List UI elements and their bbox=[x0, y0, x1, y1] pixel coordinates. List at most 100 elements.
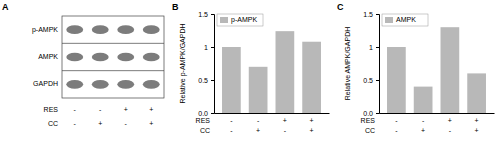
bar bbox=[467, 73, 486, 113]
blot-divider bbox=[62, 43, 164, 44]
y-axis-line bbox=[211, 15, 215, 114]
category-label: - bbox=[257, 117, 260, 124]
blot-band bbox=[66, 25, 83, 34]
legend-frame bbox=[382, 14, 428, 26]
y-tick: 0.5 bbox=[363, 77, 379, 84]
y-axis-line bbox=[376, 15, 380, 114]
bar bbox=[414, 87, 433, 113]
row-label: CC bbox=[200, 127, 210, 134]
y-tick-label: 0.5 bbox=[363, 77, 373, 84]
category-label: + bbox=[475, 127, 479, 134]
y-tick-label: 0.5 bbox=[198, 77, 208, 84]
category-label: + bbox=[256, 127, 260, 134]
bar bbox=[276, 31, 295, 113]
bar bbox=[441, 27, 460, 113]
panel: Ap-AMPK AMPK GAPDH RES CC - - - + + - + + bbox=[2, 2, 164, 127]
category-label: + bbox=[98, 120, 102, 127]
category-label: - bbox=[395, 127, 398, 134]
legend-frame bbox=[217, 14, 263, 26]
blot-band bbox=[143, 53, 160, 62]
blot-row-label: p-AMPK bbox=[32, 26, 58, 34]
category-label: - bbox=[74, 106, 77, 113]
y-tick-label: 0.0 bbox=[363, 110, 373, 117]
legend-swatch bbox=[385, 17, 393, 23]
category-label: - bbox=[284, 127, 287, 134]
y-tick: 0.5 bbox=[198, 77, 214, 84]
blot-row-label: GAPDH bbox=[33, 80, 58, 87]
panel-label: B bbox=[172, 2, 179, 12]
blot-divider bbox=[62, 70, 164, 71]
y-tick: 1.5 bbox=[198, 11, 214, 18]
row-label: CC bbox=[365, 127, 375, 134]
x-axis bbox=[215, 113, 330, 114]
category-label: + bbox=[421, 127, 425, 134]
legend: p-AMPK bbox=[217, 14, 263, 26]
x-axis-line bbox=[380, 113, 495, 114]
y-axis-title: Relative p-AMPK/GAPDH bbox=[179, 23, 187, 103]
y-tick: 0.0 bbox=[198, 110, 214, 117]
y-tick: 1 bbox=[204, 44, 214, 51]
y-tick-mark bbox=[211, 113, 214, 114]
bar bbox=[387, 47, 406, 113]
blot-frame bbox=[62, 16, 164, 98]
y-tick-mark bbox=[211, 47, 214, 48]
category-label: + bbox=[149, 120, 153, 127]
category-label: - bbox=[230, 117, 233, 124]
category-label: + bbox=[448, 117, 452, 124]
blot-row-label: AMPK bbox=[38, 53, 58, 60]
category-label: - bbox=[395, 117, 398, 124]
panel-label: C bbox=[337, 2, 344, 12]
y-tick-mark bbox=[376, 113, 379, 114]
y-tick: 1.5 bbox=[363, 11, 379, 18]
category-label: - bbox=[422, 117, 425, 124]
row-label: RES bbox=[361, 117, 376, 124]
legend: AMPK bbox=[382, 14, 428, 26]
row-label: RES bbox=[196, 117, 211, 124]
category-label: - bbox=[99, 106, 102, 113]
panel: 0.00.511.5Relative AMPK/GAPDHCRESCC---++… bbox=[337, 2, 495, 134]
y-tick-mark bbox=[211, 80, 214, 81]
blot-band bbox=[92, 25, 109, 34]
bars bbox=[222, 31, 321, 113]
row-label: CC bbox=[48, 120, 58, 127]
y-tick-label: 1.5 bbox=[363, 11, 373, 18]
category-label: + bbox=[149, 106, 153, 113]
legend-label: p-AMPK bbox=[231, 16, 257, 24]
blot-band bbox=[117, 53, 134, 62]
category-label: + bbox=[283, 117, 287, 124]
y-tick-label: 1 bbox=[204, 44, 208, 51]
legend-label: AMPK bbox=[396, 16, 416, 23]
category-label: - bbox=[230, 127, 233, 134]
y-tick-mark bbox=[211, 14, 214, 15]
bar bbox=[302, 42, 321, 113]
y-axis: 0.0 0.5 1 1.5 bbox=[198, 11, 214, 117]
category-label: + bbox=[475, 117, 479, 124]
bar bbox=[222, 47, 241, 113]
x-axis bbox=[380, 113, 495, 114]
y-tick: 0.0 bbox=[363, 110, 379, 117]
blot-band bbox=[117, 25, 134, 34]
y-tick-label: 1.5 bbox=[198, 11, 208, 18]
category-label: - bbox=[125, 120, 128, 127]
y-tick-mark bbox=[376, 14, 379, 15]
panel: 0.0 0.5 1 1.5 Relative p-AMPK/GAPDH B RES CC - - -… bbox=[172, 2, 330, 134]
blot-band bbox=[66, 53, 83, 62]
panel-label: A bbox=[2, 2, 9, 12]
blot-band bbox=[66, 80, 83, 89]
x-axis-line bbox=[215, 113, 330, 114]
blot-band bbox=[143, 25, 160, 34]
bars bbox=[387, 27, 486, 113]
y-tick-label: 0.0 bbox=[198, 110, 208, 117]
row-label: RES bbox=[44, 106, 59, 113]
blot-band bbox=[117, 80, 134, 89]
blot-band bbox=[143, 80, 160, 89]
category-label: - bbox=[449, 127, 452, 134]
blot-band bbox=[92, 53, 109, 62]
blot-band bbox=[92, 80, 109, 89]
category-label: + bbox=[124, 106, 128, 113]
y-axis: 0.00.511.5 bbox=[363, 11, 379, 117]
legend-swatch bbox=[220, 17, 228, 23]
y-axis-title: Relative AMPK/GAPDH bbox=[344, 27, 351, 101]
category-label: - bbox=[74, 120, 77, 127]
y-tick-mark bbox=[376, 80, 379, 81]
